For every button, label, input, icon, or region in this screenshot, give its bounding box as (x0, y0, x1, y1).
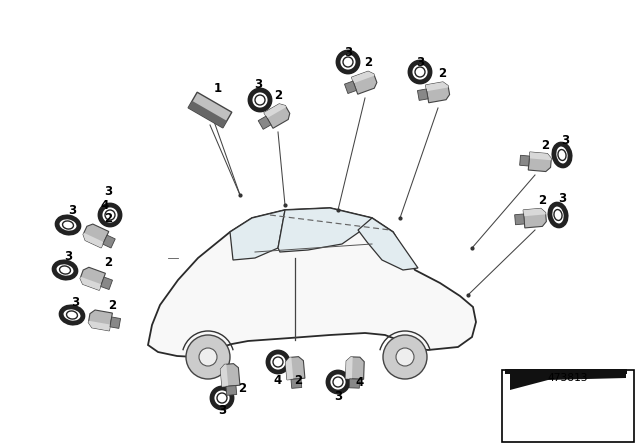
Circle shape (186, 335, 230, 379)
Circle shape (199, 348, 217, 366)
Text: 2: 2 (274, 89, 282, 102)
Polygon shape (285, 357, 305, 380)
Polygon shape (524, 208, 547, 228)
Text: 2: 2 (538, 194, 546, 207)
Polygon shape (148, 208, 476, 357)
Text: 1: 1 (214, 82, 222, 95)
Text: 3: 3 (218, 404, 226, 417)
Text: 2: 2 (294, 374, 302, 387)
Polygon shape (264, 104, 286, 118)
Polygon shape (188, 92, 232, 128)
Polygon shape (264, 104, 290, 128)
Text: 3: 3 (558, 191, 566, 204)
Text: 3: 3 (104, 185, 112, 198)
Circle shape (273, 357, 283, 367)
Polygon shape (417, 89, 428, 100)
Ellipse shape (63, 221, 74, 229)
Circle shape (343, 57, 353, 67)
Circle shape (217, 393, 227, 403)
Polygon shape (110, 317, 120, 328)
Polygon shape (351, 71, 377, 94)
Polygon shape (80, 267, 106, 290)
Polygon shape (258, 116, 271, 129)
Text: 2: 2 (364, 56, 372, 69)
Polygon shape (351, 71, 374, 83)
Polygon shape (529, 152, 551, 160)
Text: 3: 3 (334, 389, 342, 402)
Circle shape (396, 348, 414, 366)
Polygon shape (83, 233, 104, 248)
Polygon shape (346, 357, 364, 379)
Text: 2: 2 (108, 298, 116, 311)
Polygon shape (103, 235, 115, 248)
Text: 2: 2 (238, 382, 246, 395)
Polygon shape (344, 81, 356, 94)
Polygon shape (88, 321, 110, 331)
Polygon shape (226, 386, 237, 395)
Polygon shape (520, 155, 529, 166)
Polygon shape (346, 357, 353, 379)
Polygon shape (88, 310, 113, 331)
Polygon shape (426, 82, 450, 103)
Bar (502, 370, 634, 442)
Ellipse shape (67, 311, 77, 319)
Text: 3: 3 (344, 46, 352, 59)
Polygon shape (100, 277, 113, 289)
Circle shape (415, 67, 425, 77)
Polygon shape (358, 218, 418, 270)
Text: 2: 2 (438, 66, 446, 79)
Polygon shape (278, 208, 372, 252)
Ellipse shape (554, 210, 562, 220)
Text: 2: 2 (104, 211, 112, 224)
Text: 2: 2 (541, 138, 549, 151)
Text: 4: 4 (274, 374, 282, 387)
Polygon shape (528, 152, 551, 172)
Text: 4: 4 (356, 375, 364, 388)
Polygon shape (349, 379, 360, 388)
Text: 3: 3 (416, 56, 424, 69)
Polygon shape (505, 369, 627, 374)
Circle shape (105, 210, 115, 220)
Text: 3: 3 (254, 78, 262, 90)
Polygon shape (524, 208, 546, 216)
Polygon shape (515, 214, 524, 225)
Polygon shape (230, 210, 285, 260)
Circle shape (255, 95, 265, 105)
Circle shape (383, 335, 427, 379)
Polygon shape (510, 374, 626, 390)
Ellipse shape (558, 150, 566, 160)
Polygon shape (426, 82, 449, 91)
Polygon shape (83, 224, 109, 248)
Polygon shape (285, 357, 293, 380)
Polygon shape (188, 101, 227, 128)
Polygon shape (220, 364, 240, 387)
Polygon shape (80, 277, 101, 290)
Text: 473813: 473813 (548, 373, 588, 383)
Text: 2: 2 (104, 255, 112, 268)
Text: 3: 3 (64, 250, 72, 263)
Text: 3: 3 (561, 134, 569, 146)
Text: 3: 3 (68, 203, 76, 216)
Polygon shape (291, 379, 301, 388)
Text: 4: 4 (101, 198, 109, 211)
Text: 3: 3 (71, 296, 79, 309)
Circle shape (333, 377, 343, 387)
Polygon shape (220, 364, 228, 387)
Ellipse shape (60, 266, 70, 274)
